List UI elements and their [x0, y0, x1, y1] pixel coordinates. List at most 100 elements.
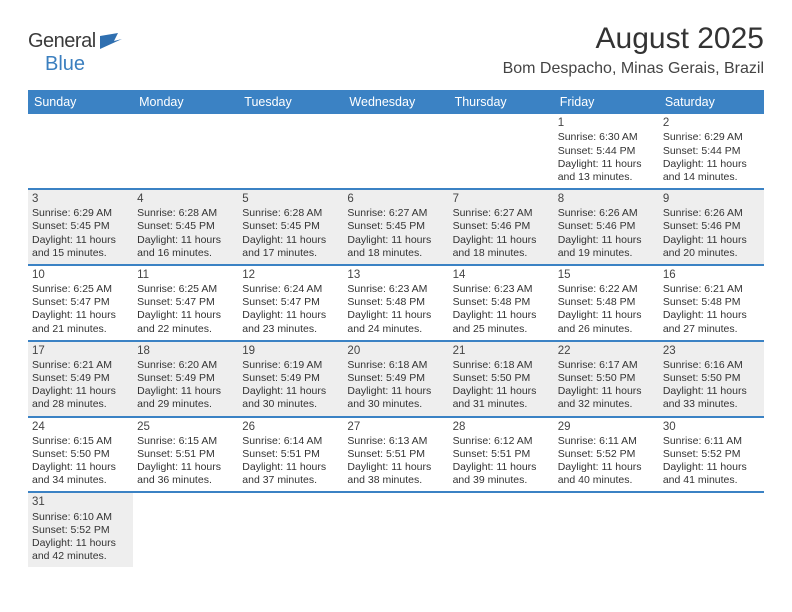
day-number: 4 [137, 192, 234, 206]
sunset-line: Sunset: 5:51 PM [453, 448, 550, 461]
sunset-line: Sunset: 5:51 PM [242, 448, 339, 461]
calendar-cell: 7Sunrise: 6:27 AMSunset: 5:46 PMDaylight… [449, 190, 554, 264]
sunset-line: Sunset: 5:46 PM [558, 220, 655, 233]
day-header: Tuesday [238, 90, 343, 114]
sunset-line: Sunset: 5:50 PM [663, 372, 760, 385]
calendar-week: 17Sunrise: 6:21 AMSunset: 5:49 PMDayligh… [28, 342, 764, 418]
calendar-cell: 10Sunrise: 6:25 AMSunset: 5:47 PMDayligh… [28, 266, 133, 340]
day-number: 2 [663, 116, 760, 130]
calendar-cell: 30Sunrise: 6:11 AMSunset: 5:52 PMDayligh… [659, 418, 764, 492]
sunrise-line: Sunrise: 6:11 AM [663, 435, 760, 448]
sunset-line: Sunset: 5:49 PM [347, 372, 444, 385]
sunset-line: Sunset: 5:47 PM [242, 296, 339, 309]
day-number: 27 [347, 420, 444, 434]
sunrise-line: Sunrise: 6:28 AM [137, 207, 234, 220]
calendar-cell-empty [28, 114, 133, 188]
daylight-line: Daylight: 11 hours and 42 minutes. [32, 537, 129, 563]
sunset-line: Sunset: 5:45 PM [242, 220, 339, 233]
daylight-line: Daylight: 11 hours and 41 minutes. [663, 461, 760, 487]
calendar-cell-empty [554, 493, 659, 567]
calendar-cell: 31Sunrise: 6:10 AMSunset: 5:52 PMDayligh… [28, 493, 133, 567]
day-number: 3 [32, 192, 129, 206]
daylight-line: Daylight: 11 hours and 16 minutes. [137, 234, 234, 260]
sunset-line: Sunset: 5:47 PM [32, 296, 129, 309]
logo-text-blue: Blue [45, 53, 85, 76]
daylight-line: Daylight: 11 hours and 18 minutes. [453, 234, 550, 260]
daylight-line: Daylight: 11 hours and 40 minutes. [558, 461, 655, 487]
daylight-line: Daylight: 11 hours and 31 minutes. [453, 385, 550, 411]
sunrise-line: Sunrise: 6:15 AM [32, 435, 129, 448]
day-header: Friday [554, 90, 659, 114]
sunrise-line: Sunrise: 6:11 AM [558, 435, 655, 448]
daylight-line: Daylight: 11 hours and 37 minutes. [242, 461, 339, 487]
daylight-line: Daylight: 11 hours and 18 minutes. [347, 234, 444, 260]
sunset-line: Sunset: 5:50 PM [558, 372, 655, 385]
day-number: 22 [558, 344, 655, 358]
sunrise-line: Sunrise: 6:18 AM [347, 359, 444, 372]
day-number: 26 [242, 420, 339, 434]
calendar-cell: 2Sunrise: 6:29 AMSunset: 5:44 PMDaylight… [659, 114, 764, 188]
day-number: 7 [453, 192, 550, 206]
sunset-line: Sunset: 5:52 PM [558, 448, 655, 461]
sunset-line: Sunset: 5:52 PM [663, 448, 760, 461]
daylight-line: Daylight: 11 hours and 17 minutes. [242, 234, 339, 260]
daylight-line: Daylight: 11 hours and 23 minutes. [242, 309, 339, 335]
logo-text-general: General [28, 30, 96, 53]
sunrise-line: Sunrise: 6:16 AM [663, 359, 760, 372]
logo: General [28, 30, 126, 53]
daylight-line: Daylight: 11 hours and 20 minutes. [663, 234, 760, 260]
sunrise-line: Sunrise: 6:14 AM [242, 435, 339, 448]
calendar-cell: 18Sunrise: 6:20 AMSunset: 5:49 PMDayligh… [133, 342, 238, 416]
calendar-cell: 4Sunrise: 6:28 AMSunset: 5:45 PMDaylight… [133, 190, 238, 264]
day-number: 20 [347, 344, 444, 358]
daylight-line: Daylight: 11 hours and 29 minutes. [137, 385, 234, 411]
calendar-cell: 8Sunrise: 6:26 AMSunset: 5:46 PMDaylight… [554, 190, 659, 264]
day-header: Monday [133, 90, 238, 114]
calendar-week: 1Sunrise: 6:30 AMSunset: 5:44 PMDaylight… [28, 114, 764, 190]
day-number: 24 [32, 420, 129, 434]
calendar-cell: 27Sunrise: 6:13 AMSunset: 5:51 PMDayligh… [343, 418, 448, 492]
day-number: 14 [453, 268, 550, 282]
daylight-line: Daylight: 11 hours and 36 minutes. [137, 461, 234, 487]
sunset-line: Sunset: 5:49 PM [32, 372, 129, 385]
calendar-cell-empty [133, 493, 238, 567]
sunset-line: Sunset: 5:50 PM [453, 372, 550, 385]
sunset-line: Sunset: 5:44 PM [663, 145, 760, 158]
title-block: August 2025 Bom Despacho, Minas Gerais, … [503, 22, 764, 78]
calendar-cell-empty [238, 493, 343, 567]
calendar-cell: 28Sunrise: 6:12 AMSunset: 5:51 PMDayligh… [449, 418, 554, 492]
daylight-line: Daylight: 11 hours and 25 minutes. [453, 309, 550, 335]
daylight-line: Daylight: 11 hours and 22 minutes. [137, 309, 234, 335]
sunset-line: Sunset: 5:45 PM [32, 220, 129, 233]
sunrise-line: Sunrise: 6:13 AM [347, 435, 444, 448]
calendar-cell: 14Sunrise: 6:23 AMSunset: 5:48 PMDayligh… [449, 266, 554, 340]
sunrise-line: Sunrise: 6:29 AM [32, 207, 129, 220]
sunset-line: Sunset: 5:48 PM [663, 296, 760, 309]
day-number: 13 [347, 268, 444, 282]
sunset-line: Sunset: 5:46 PM [453, 220, 550, 233]
daylight-line: Daylight: 11 hours and 21 minutes. [32, 309, 129, 335]
calendar-cell: 22Sunrise: 6:17 AMSunset: 5:50 PMDayligh… [554, 342, 659, 416]
sunrise-line: Sunrise: 6:15 AM [137, 435, 234, 448]
calendar-cell: 1Sunrise: 6:30 AMSunset: 5:44 PMDaylight… [554, 114, 659, 188]
sunrise-line: Sunrise: 6:20 AM [137, 359, 234, 372]
calendar-week: 31Sunrise: 6:10 AMSunset: 5:52 PMDayligh… [28, 493, 764, 567]
calendar-cell-empty [343, 493, 448, 567]
calendar-cell: 13Sunrise: 6:23 AMSunset: 5:48 PMDayligh… [343, 266, 448, 340]
calendar-week: 3Sunrise: 6:29 AMSunset: 5:45 PMDaylight… [28, 190, 764, 266]
sunrise-line: Sunrise: 6:27 AM [453, 207, 550, 220]
daylight-line: Daylight: 11 hours and 26 minutes. [558, 309, 655, 335]
sunrise-line: Sunrise: 6:25 AM [137, 283, 234, 296]
calendar-cell: 9Sunrise: 6:26 AMSunset: 5:46 PMDaylight… [659, 190, 764, 264]
sunrise-line: Sunrise: 6:12 AM [453, 435, 550, 448]
day-number: 10 [32, 268, 129, 282]
calendar-cell: 24Sunrise: 6:15 AMSunset: 5:50 PMDayligh… [28, 418, 133, 492]
sunrise-line: Sunrise: 6:21 AM [32, 359, 129, 372]
calendar-cell-empty [343, 114, 448, 188]
daylight-line: Daylight: 11 hours and 28 minutes. [32, 385, 129, 411]
day-number: 6 [347, 192, 444, 206]
sunrise-line: Sunrise: 6:26 AM [558, 207, 655, 220]
day-number: 1 [558, 116, 655, 130]
sunrise-line: Sunrise: 6:25 AM [32, 283, 129, 296]
sunset-line: Sunset: 5:44 PM [558, 145, 655, 158]
